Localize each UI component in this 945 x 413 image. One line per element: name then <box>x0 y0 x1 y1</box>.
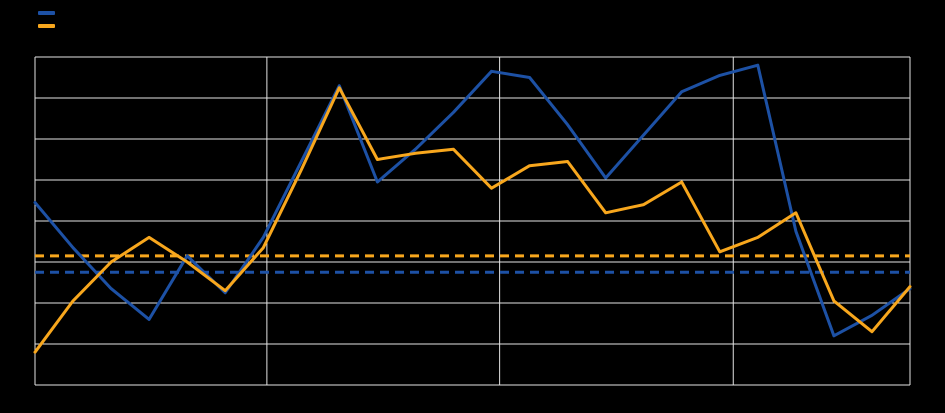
chart-legend <box>38 9 61 30</box>
legend-item-orange <box>38 22 61 30</box>
legend-item-blue <box>38 9 61 17</box>
orange-line-series <box>33 86 912 354</box>
legend-swatch-orange-line <box>38 24 55 28</box>
blue-line-series <box>33 63 912 338</box>
legend-swatch-blue-line <box>38 11 55 15</box>
